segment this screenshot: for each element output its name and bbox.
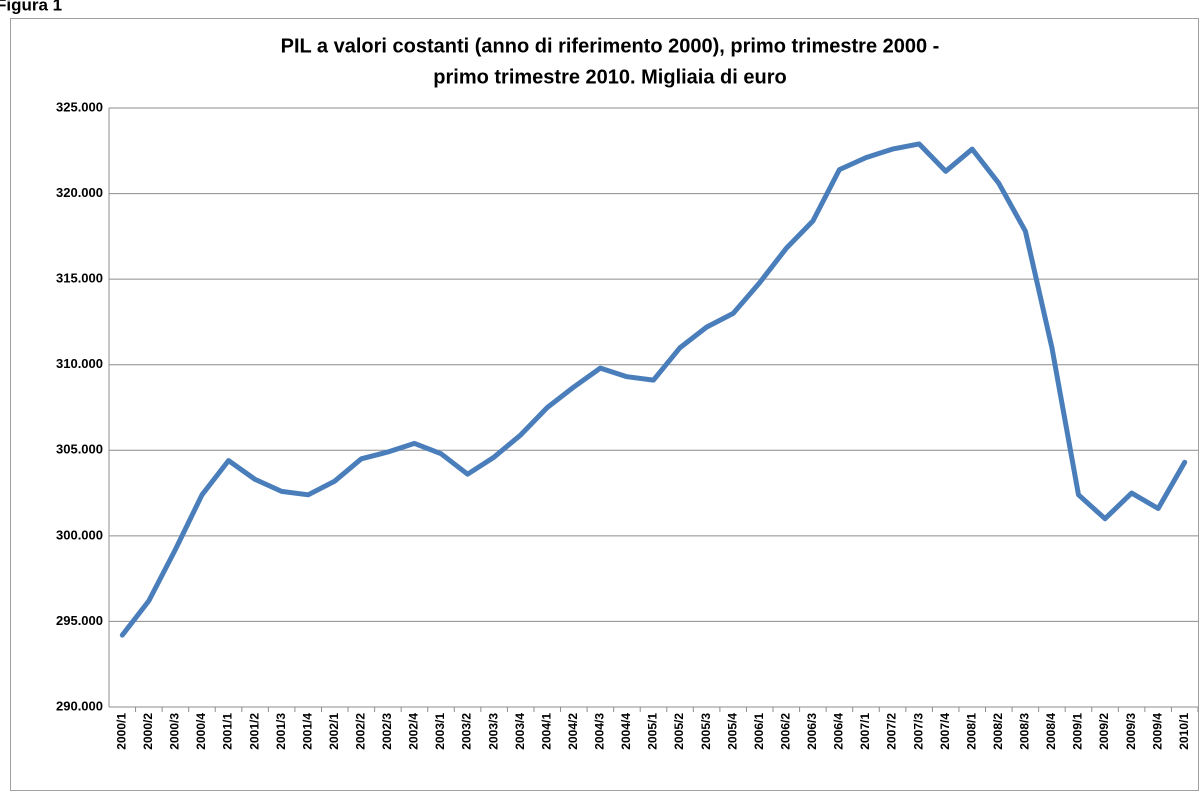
- x-tick-label: 2004/1: [539, 713, 553, 750]
- x-tick-label: 2010/1: [1177, 713, 1191, 750]
- y-tick-label: 310.000: [56, 356, 103, 371]
- x-tick-label: 2004/2: [566, 713, 580, 750]
- x-tick-label: 2008/1: [964, 713, 978, 750]
- x-tick-label: 2006/1: [752, 713, 766, 750]
- x-tick-label: 2009/2: [1097, 713, 1111, 750]
- x-tick-label: 2005/4: [725, 713, 739, 750]
- x-tick-label: 2008/3: [1018, 713, 1032, 750]
- x-tick-label: 2001/4: [300, 713, 314, 750]
- x-tick-label: 2002/4: [407, 713, 421, 750]
- x-tick-label: 2003/4: [513, 713, 527, 750]
- data-line: [119, 141, 1188, 638]
- x-tick-label: 2003/2: [460, 713, 474, 750]
- chart-frame: [10, 18, 1199, 791]
- x-tick-label: 2009/1: [1071, 713, 1085, 750]
- x-tick-label: 2008/2: [991, 713, 1005, 750]
- y-tick-label: 290.000: [56, 698, 103, 713]
- x-tick-label: 2007/3: [911, 713, 925, 750]
- chart-title: PIL a valori costanti (anno di riferimen…: [281, 35, 940, 57]
- y-tick-label: 305.000: [56, 442, 103, 457]
- x-tick-label: 2008/4: [1044, 713, 1058, 750]
- x-tick-label: 2003/1: [433, 713, 447, 750]
- y-tick-label: 320.000: [56, 185, 103, 200]
- chart-title: primo trimestre 2010. Migliaia di euro: [433, 66, 786, 88]
- x-tick-label: 2003/3: [486, 713, 500, 750]
- y-tick-label: 295.000: [56, 613, 103, 628]
- x-tick-label: 2000/4: [194, 713, 208, 750]
- x-tick-label: 2009/4: [1150, 713, 1164, 750]
- x-tick-label: 2005/3: [699, 713, 713, 750]
- x-tick-label: 2001/1: [221, 713, 235, 750]
- x-tick-label: 2005/2: [672, 713, 686, 750]
- y-tick-label: 300.000: [56, 527, 103, 542]
- x-tick-label: 2005/1: [646, 713, 660, 750]
- x-tick-label: 2002/1: [327, 713, 341, 750]
- x-tick-label: 2002/3: [380, 713, 394, 750]
- x-tick-label: 2007/2: [885, 713, 899, 750]
- x-tick-label: 2001/3: [274, 713, 288, 750]
- x-tick-label: 2000/1: [114, 713, 128, 750]
- x-tick-label: 2009/3: [1124, 713, 1138, 750]
- figure-label: Figura 1: [0, 0, 62, 14]
- x-tick-label: 2002/2: [354, 713, 368, 750]
- x-tick-label: 2006/3: [805, 713, 819, 750]
- x-tick-label: 2000/3: [168, 713, 182, 750]
- x-tick-label: 2001/2: [247, 713, 261, 750]
- x-tick-label: 2006/2: [778, 713, 792, 750]
- x-tick-label: 2007/1: [858, 713, 872, 750]
- x-tick-label: 2007/4: [938, 713, 952, 750]
- x-tick-label: 2004/4: [619, 713, 633, 750]
- x-tick-label: 2004/3: [593, 713, 607, 750]
- y-tick-label: 325.000: [56, 99, 103, 114]
- x-tick-label: 2000/2: [141, 713, 155, 750]
- y-tick-label: 315.000: [56, 271, 103, 286]
- x-tick-label: 2006/4: [832, 713, 846, 750]
